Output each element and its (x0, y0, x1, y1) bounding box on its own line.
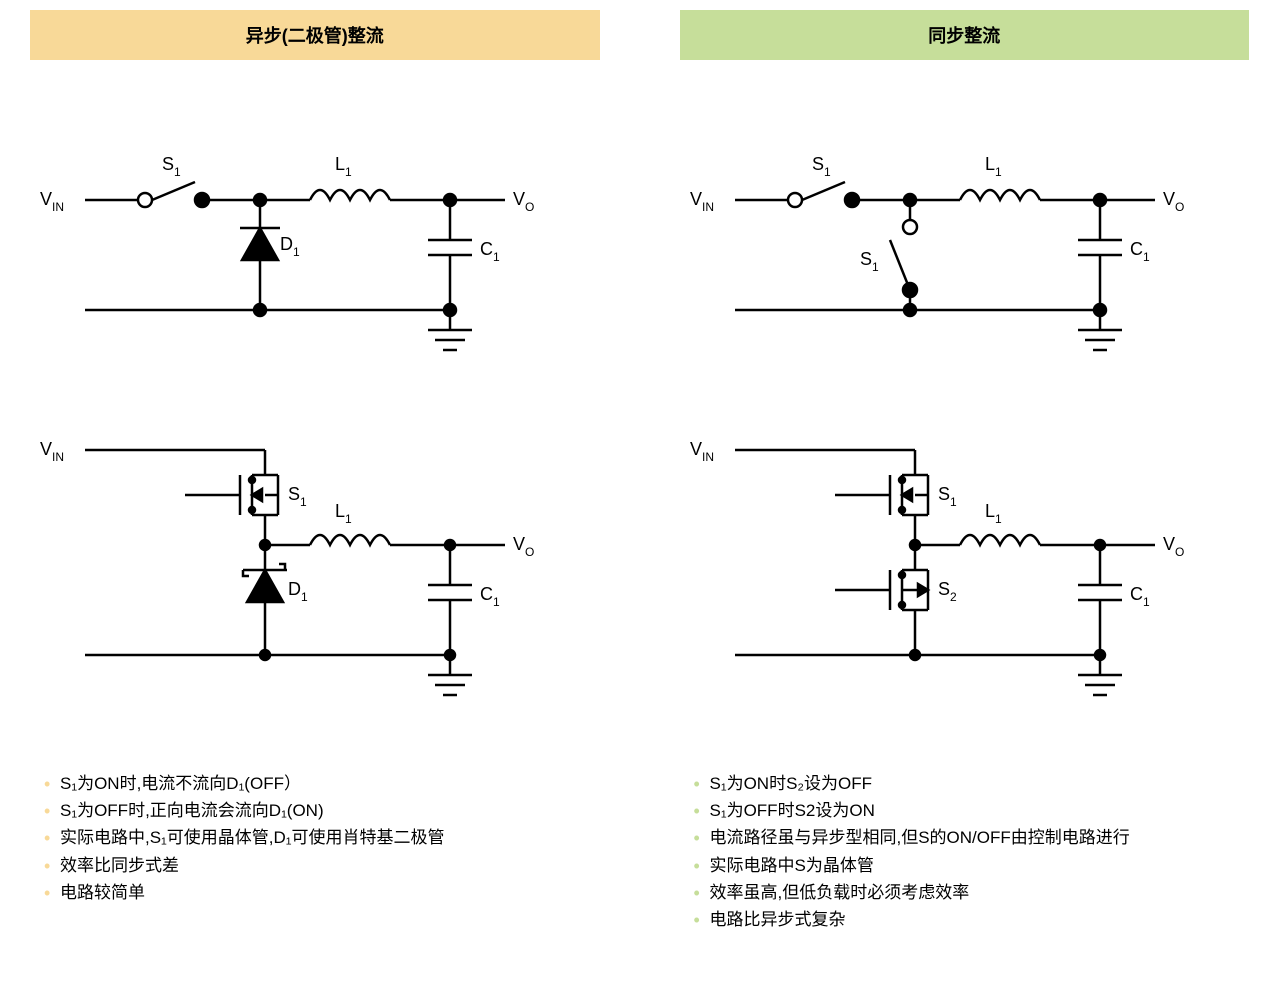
bullet-item: 实际电路中S为晶体管 (690, 852, 1250, 879)
svg-text:VIN: VIN (690, 439, 714, 464)
label-c1: C1 (480, 239, 500, 264)
label-vin: VIN (40, 189, 64, 214)
right-circuit-2: VIN S1 L1 S2 C1 VO (680, 405, 1250, 730)
main-container: 异步(二极管)整流 (0, 0, 1279, 943)
svg-text:S1: S1 (860, 249, 879, 274)
svg-text:VO: VO (1163, 189, 1184, 214)
right-column: 同步整流 (680, 10, 1250, 933)
left-header: 异步(二极管)整流 (30, 10, 600, 60)
bullet-item: S₁为ON时,电流不流向D₁(OFF） (40, 770, 600, 797)
bullet-item: S₁为OFF时,正向电流会流向D₁(ON) (40, 797, 600, 824)
bullet-item: S₁为ON时S₂设为OFF (690, 770, 1250, 797)
svg-text:C1: C1 (1130, 584, 1150, 609)
label-l1: L1 (335, 154, 352, 179)
svg-text:VIN: VIN (690, 189, 714, 214)
svg-text:S1: S1 (812, 154, 831, 179)
svg-text:VO: VO (1163, 534, 1184, 559)
right-circuit-1: VIN S1 L1 S1 C1 VO (680, 120, 1250, 385)
svg-text:S1: S1 (938, 484, 957, 509)
bullet-item: 效率虽高,但低负载时必须考虑效率 (690, 879, 1250, 906)
bullet-item: 实际电路中,S₁可使用晶体管,D₁可使用肖特基二极管 (40, 824, 600, 851)
label-s1b: S1 (288, 484, 307, 509)
right-bullets: S₁为ON时S₂设为OFFS₁为OFF时S2设为ON电流路径虽与异步型相同,但S… (680, 770, 1250, 933)
left-circuit-2: VIN S1 L1 D1 C1 VO (30, 405, 600, 730)
left-circuit-1: VIN S1 L1 D1 C1 VO (30, 120, 600, 385)
bullet-item: 电路较简单 (40, 879, 600, 906)
label-l1b: L1 (335, 501, 352, 526)
label-d1b: D1 (288, 579, 308, 604)
label-vo: VO (513, 189, 534, 214)
left-bullets: S₁为ON时,电流不流向D₁(OFF）S₁为OFF时,正向电流会流向D₁(ON)… (30, 770, 600, 906)
label-c1b: C1 (480, 584, 500, 609)
label-s1: S1 (162, 154, 181, 179)
bullet-item: S₁为OFF时S2设为ON (690, 797, 1250, 824)
bullet-item: 效率比同步式差 (40, 852, 600, 879)
svg-text:S2: S2 (938, 579, 957, 604)
bullet-item: 电路比异步式复杂 (690, 906, 1250, 933)
label-vin2: VIN (40, 439, 64, 464)
bullet-item: 电流路径虽与异步型相同,但S的ON/OFF由控制电路进行 (690, 824, 1250, 851)
left-title: 异步(二极管)整流 (246, 26, 384, 46)
right-header: 同步整流 (680, 10, 1250, 60)
svg-text:L1: L1 (985, 501, 1002, 526)
svg-text:C1: C1 (1130, 239, 1150, 264)
svg-text:L1: L1 (985, 154, 1002, 179)
label-d1: D1 (280, 234, 300, 259)
label-vob: VO (513, 534, 534, 559)
left-column: 异步(二极管)整流 (30, 10, 600, 933)
right-title: 同步整流 (928, 26, 1000, 46)
